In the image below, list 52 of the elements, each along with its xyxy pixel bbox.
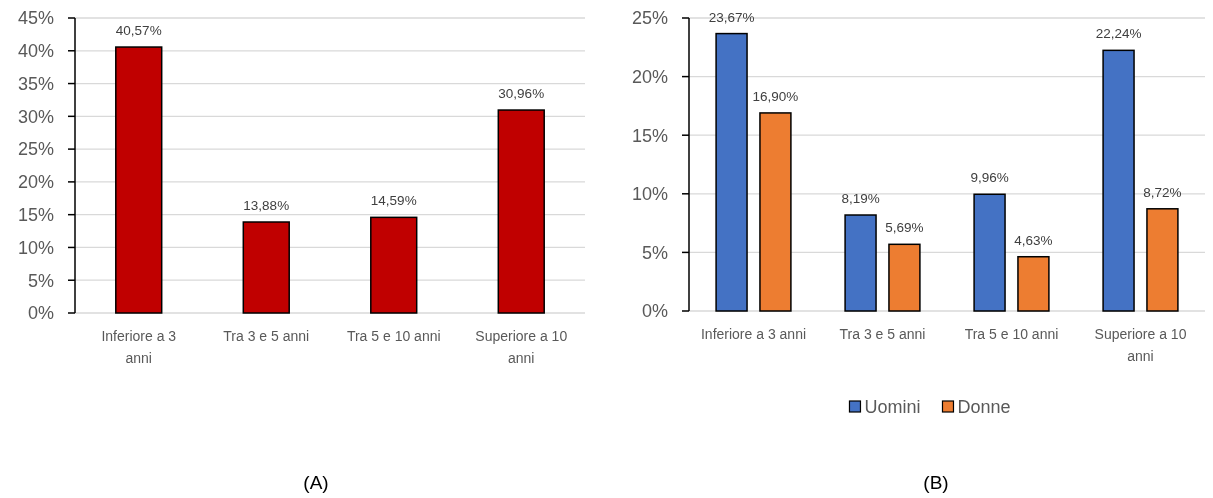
bar (759, 112, 792, 312)
y-tick-label: 15% (17, 204, 54, 225)
y-tick-label: 40% (17, 41, 54, 62)
bar (844, 214, 877, 312)
bar (973, 193, 1006, 312)
text: (A) (303, 472, 329, 493)
data-label: 8,19% (841, 191, 880, 207)
data-label: 8,72% (1143, 184, 1182, 200)
data-label: 30,96% (498, 86, 545, 102)
y-tick-label: 30% (17, 106, 54, 127)
x-tick-label: Tra 5 e 10 anni (964, 326, 1059, 342)
y-tick-label: 10% (17, 237, 54, 258)
bar (370, 216, 418, 314)
y-tick-label: 20% (631, 66, 668, 87)
data-label: 13,88% (243, 198, 290, 214)
data-label: 9,96% (970, 170, 1009, 186)
y-tick-label: 5% (641, 242, 668, 263)
x-tick-label: Inferiore a 3 anni (101, 328, 177, 366)
text: (B) (923, 472, 949, 493)
x-tick-label: Tra 5 e 10 anni (346, 328, 441, 344)
bar (497, 109, 545, 314)
y-tick-label: 25% (17, 139, 54, 160)
y-tick-label: 5% (27, 270, 54, 291)
y-tick-label: 35% (17, 73, 54, 94)
legend-label: Donne (957, 397, 1011, 417)
y-tick-label: 10% (631, 184, 668, 205)
data-label: 4,63% (1014, 232, 1053, 248)
bar (115, 46, 163, 314)
bar (715, 32, 748, 312)
x-tick-label: Inferiore a 3 anni (700, 326, 807, 342)
legend-label: Uomini (864, 397, 921, 417)
data-label: 22,24% (1095, 26, 1142, 42)
bar (1017, 255, 1050, 312)
bar (1146, 208, 1179, 312)
x-tick-label: Tra 3 e 5 anni (839, 326, 926, 342)
x-tick-label: Superiore a 10 anni (475, 328, 568, 366)
bar (1102, 49, 1135, 312)
data-label: 23,67% (708, 9, 755, 25)
data-label: 5,69% (885, 220, 924, 236)
data-label: 14,59% (370, 193, 417, 209)
bar (242, 221, 290, 314)
data-label: 40,57% (115, 23, 162, 39)
x-tick-label: Superiore a 10 anni (1094, 326, 1187, 364)
data-label: 16,90% (752, 88, 799, 104)
y-tick-label: 0% (27, 303, 54, 324)
y-tick-label: 45% (17, 8, 54, 29)
bar (888, 243, 921, 312)
y-tick-label: 0% (641, 301, 668, 322)
y-tick-label: 15% (631, 125, 668, 146)
x-tick-label: Tra 3 e 5 anni (223, 328, 310, 344)
y-tick-label: 20% (17, 172, 54, 193)
y-tick-label: 25% (631, 8, 668, 29)
